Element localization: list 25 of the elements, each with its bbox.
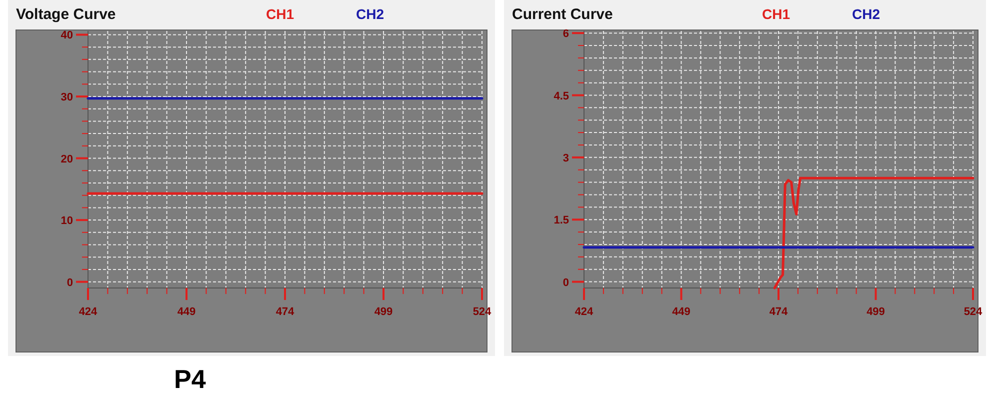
- y-tick-label: 1.5: [554, 214, 569, 227]
- x-tick-label: 449: [672, 306, 690, 318]
- x-tick-label: 449: [177, 306, 196, 318]
- text: CH2: [852, 6, 880, 22]
- y-tick-label: 3: [562, 152, 569, 164]
- x-tick-label: 499: [866, 306, 885, 318]
- x-tick-label: 474: [276, 306, 296, 318]
- x-tick-label: 474: [769, 306, 789, 318]
- chart-title: Voltage Curve: [16, 6, 116, 23]
- text: CH1: [266, 6, 294, 22]
- y-tick-label: 40: [60, 30, 73, 42]
- text: CH2: [356, 6, 384, 22]
- y-tick-label: 6: [562, 28, 569, 40]
- y-tick-label: 0: [562, 276, 569, 289]
- text: P4: [174, 364, 206, 394]
- y-tick-label: 4.5: [554, 90, 569, 102]
- y-tick-label: 0: [66, 276, 73, 289]
- y-tick-label: 30: [60, 91, 73, 104]
- y-tick-label: 10: [60, 215, 73, 228]
- x-tick-label: 499: [374, 306, 393, 318]
- chart-title: Current Curve: [512, 6, 613, 23]
- x-tick-label: 424: [78, 306, 98, 318]
- text: CH1: [762, 6, 790, 22]
- y-tick-label: 20: [60, 153, 73, 166]
- x-tick-label: 424: [574, 306, 594, 318]
